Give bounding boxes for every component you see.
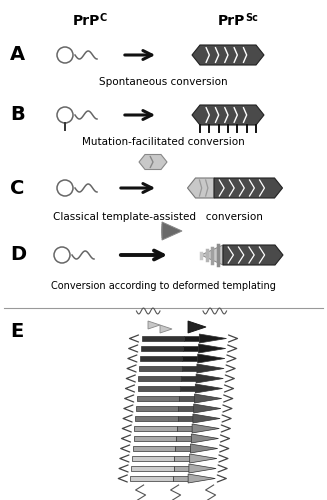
Polygon shape <box>198 354 225 363</box>
Text: C: C <box>10 178 25 198</box>
Polygon shape <box>142 336 184 341</box>
Polygon shape <box>177 426 192 431</box>
Polygon shape <box>214 178 283 198</box>
Polygon shape <box>199 334 227 343</box>
Polygon shape <box>133 436 176 441</box>
Polygon shape <box>139 366 181 371</box>
Polygon shape <box>135 416 178 421</box>
Polygon shape <box>175 446 191 451</box>
Polygon shape <box>195 394 222 403</box>
Polygon shape <box>191 444 218 453</box>
Polygon shape <box>201 245 223 265</box>
Text: B: B <box>10 106 25 124</box>
Polygon shape <box>181 366 197 371</box>
Polygon shape <box>162 229 167 233</box>
Text: Classical template-assisted   conversion: Classical template-assisted conversion <box>53 212 263 222</box>
Polygon shape <box>190 454 217 463</box>
Polygon shape <box>184 336 199 341</box>
Text: A: A <box>10 46 25 64</box>
Polygon shape <box>137 396 179 401</box>
Polygon shape <box>138 376 181 381</box>
Polygon shape <box>133 446 175 451</box>
Polygon shape <box>187 178 214 198</box>
Polygon shape <box>132 456 174 461</box>
Polygon shape <box>139 154 167 170</box>
Polygon shape <box>192 424 219 433</box>
Polygon shape <box>181 376 196 381</box>
Polygon shape <box>195 384 222 393</box>
Text: E: E <box>10 322 23 341</box>
Text: Sc: Sc <box>245 13 258 23</box>
Polygon shape <box>183 346 198 351</box>
Polygon shape <box>136 406 179 411</box>
Polygon shape <box>194 404 221 413</box>
Polygon shape <box>130 476 173 481</box>
Polygon shape <box>162 222 182 240</box>
Polygon shape <box>176 436 191 441</box>
Polygon shape <box>148 321 160 329</box>
Text: PrP: PrP <box>72 14 100 28</box>
Polygon shape <box>173 476 188 481</box>
Polygon shape <box>196 374 223 383</box>
Text: PrP: PrP <box>217 14 245 28</box>
Polygon shape <box>182 356 198 361</box>
Polygon shape <box>179 396 195 401</box>
Polygon shape <box>180 386 195 391</box>
Polygon shape <box>197 364 224 373</box>
Polygon shape <box>223 245 283 265</box>
Polygon shape <box>160 325 172 333</box>
Text: Conversion according to deformed templating: Conversion according to deformed templat… <box>51 281 275 291</box>
Polygon shape <box>193 414 220 423</box>
Polygon shape <box>188 474 215 483</box>
Text: D: D <box>10 246 26 264</box>
Polygon shape <box>192 45 264 65</box>
Polygon shape <box>140 356 182 361</box>
Polygon shape <box>174 466 189 471</box>
Polygon shape <box>179 406 194 411</box>
Polygon shape <box>174 456 190 461</box>
Polygon shape <box>134 426 177 431</box>
Polygon shape <box>188 321 206 333</box>
Text: C: C <box>100 13 107 23</box>
Polygon shape <box>162 226 172 235</box>
Polygon shape <box>131 466 174 471</box>
Polygon shape <box>192 105 264 125</box>
Text: Mutation-facilitated conversion: Mutation-facilitated conversion <box>82 137 244 147</box>
Polygon shape <box>198 344 226 353</box>
Polygon shape <box>162 224 177 238</box>
Text: Spontaneous conversion: Spontaneous conversion <box>99 77 227 87</box>
Polygon shape <box>137 386 180 391</box>
Polygon shape <box>141 346 183 351</box>
Polygon shape <box>178 416 193 421</box>
Polygon shape <box>189 464 216 473</box>
Polygon shape <box>191 434 218 443</box>
